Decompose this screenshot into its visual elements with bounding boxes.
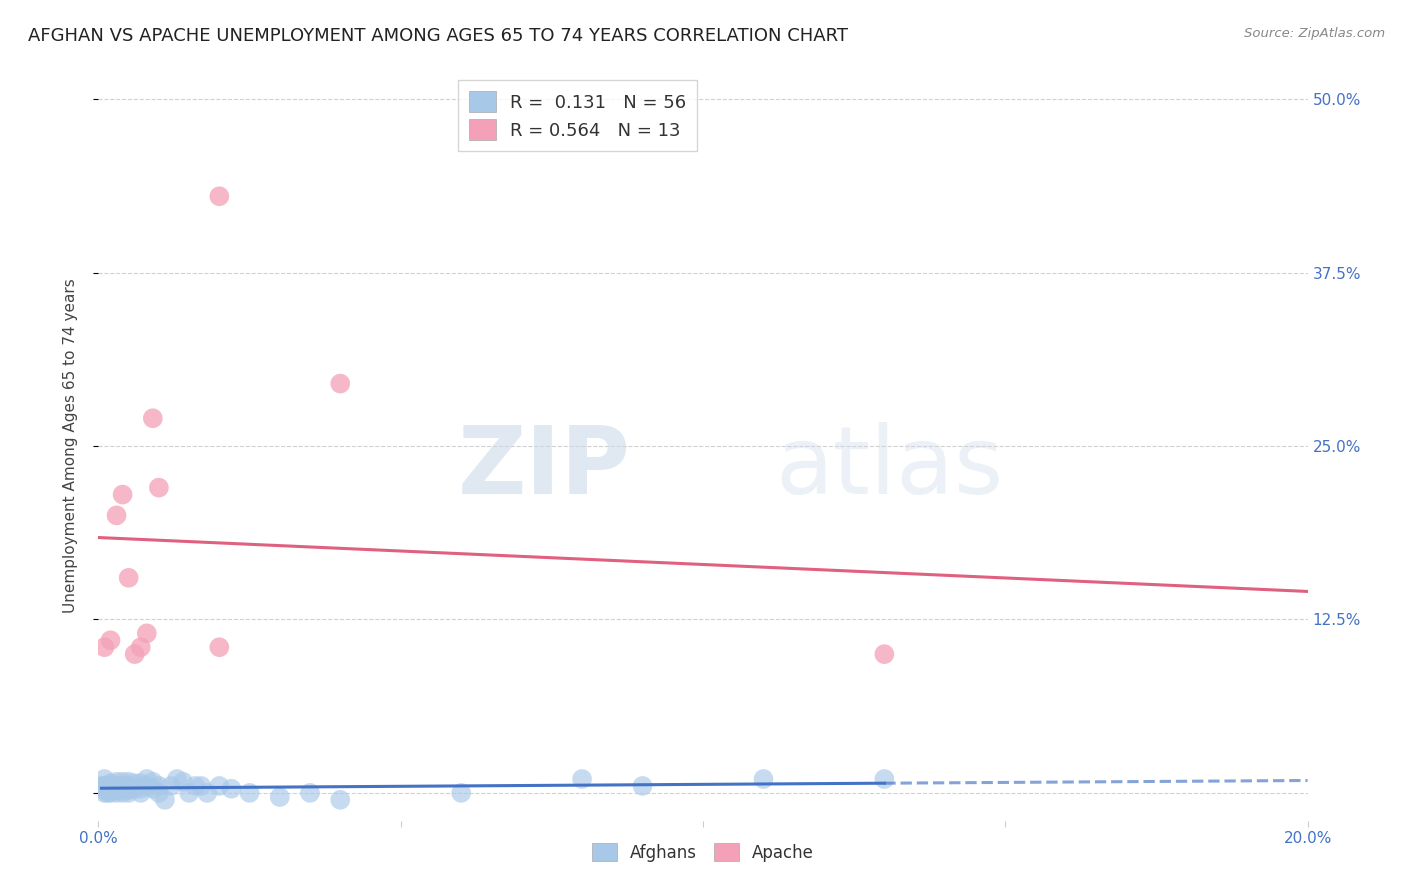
Point xyxy=(111,779,134,793)
Point xyxy=(153,793,176,807)
Point xyxy=(118,774,141,789)
Point xyxy=(148,779,170,793)
Point xyxy=(873,647,896,661)
Point xyxy=(450,786,472,800)
Point xyxy=(179,786,201,800)
Point xyxy=(105,779,128,793)
Point xyxy=(329,376,352,391)
Point xyxy=(571,772,593,786)
Point xyxy=(195,786,218,800)
Point xyxy=(142,774,165,789)
Point xyxy=(124,647,146,661)
Point xyxy=(90,779,112,793)
Point xyxy=(105,783,128,797)
Point xyxy=(100,786,122,800)
Point xyxy=(129,786,152,800)
Point xyxy=(100,776,122,790)
Point xyxy=(129,640,152,655)
Point xyxy=(111,487,134,501)
Point xyxy=(172,774,194,789)
Point xyxy=(118,779,141,793)
Point xyxy=(111,786,134,800)
Point xyxy=(239,786,262,800)
Point xyxy=(135,779,157,793)
Point xyxy=(100,779,122,793)
Point xyxy=(96,786,118,800)
Point xyxy=(129,781,152,796)
Text: AFGHAN VS APACHE UNEMPLOYMENT AMONG AGES 65 TO 74 YEARS CORRELATION CHART: AFGHAN VS APACHE UNEMPLOYMENT AMONG AGES… xyxy=(28,27,848,45)
Point xyxy=(100,783,122,797)
Point xyxy=(269,790,291,805)
Point xyxy=(329,793,352,807)
Legend: Afghans, Apache: Afghans, Apache xyxy=(585,837,821,869)
Point xyxy=(93,779,115,793)
Point xyxy=(105,780,128,795)
Point xyxy=(100,633,122,648)
Point xyxy=(190,779,212,793)
Point xyxy=(135,626,157,640)
Point xyxy=(93,640,115,655)
Y-axis label: Unemployment Among Ages 65 to 74 years: Unemployment Among Ages 65 to 74 years xyxy=(63,278,77,614)
Point xyxy=(160,779,183,793)
Point xyxy=(184,779,207,793)
Point xyxy=(124,781,146,796)
Point xyxy=(135,772,157,786)
Text: ZIP: ZIP xyxy=(457,423,630,515)
Point xyxy=(124,776,146,790)
Point xyxy=(93,779,115,793)
Point xyxy=(111,774,134,789)
Point xyxy=(105,508,128,523)
Point xyxy=(105,786,128,800)
Text: Source: ZipAtlas.com: Source: ZipAtlas.com xyxy=(1244,27,1385,40)
Point xyxy=(299,786,322,800)
Point xyxy=(142,781,165,796)
Point xyxy=(105,774,128,789)
Point xyxy=(100,779,122,793)
Point xyxy=(752,772,775,786)
Point xyxy=(129,776,152,790)
Point xyxy=(100,781,122,796)
Point xyxy=(873,772,896,786)
Point xyxy=(148,481,170,495)
Point xyxy=(93,786,115,800)
Point xyxy=(148,786,170,800)
Text: atlas: atlas xyxy=(776,423,1004,515)
Point xyxy=(208,779,231,793)
Point xyxy=(93,772,115,786)
Point xyxy=(221,781,243,796)
Point xyxy=(111,781,134,796)
Point xyxy=(166,772,188,786)
Point xyxy=(93,783,115,797)
Point xyxy=(118,571,141,585)
Point xyxy=(208,189,231,203)
Point xyxy=(631,779,654,793)
Point xyxy=(142,411,165,425)
Point xyxy=(208,640,231,655)
Point xyxy=(118,786,141,800)
Point xyxy=(118,783,141,797)
